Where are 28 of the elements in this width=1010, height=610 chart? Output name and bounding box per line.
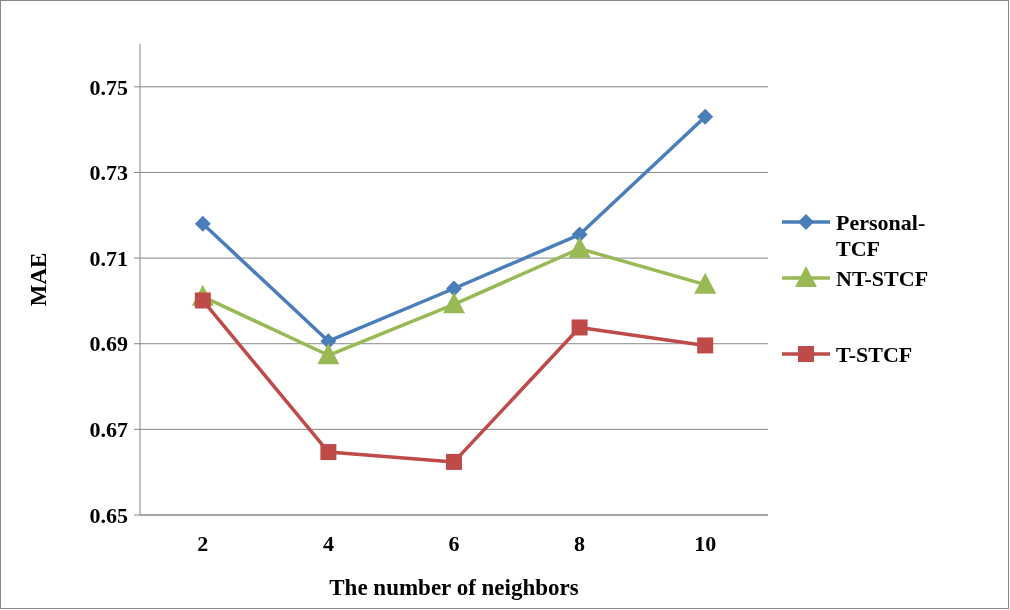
- x-tick-label: 8: [574, 531, 586, 556]
- y-axis-title: MAE: [26, 252, 52, 307]
- point: [697, 108, 714, 125]
- point: [194, 215, 211, 232]
- x-tick-label: 2: [197, 531, 209, 556]
- point: [317, 343, 340, 365]
- y-tick-label: 0.73: [89, 160, 128, 186]
- point: [446, 280, 462, 297]
- legend-label: Personal-TCF: [836, 209, 926, 262]
- x-tick-label: 10: [694, 531, 717, 556]
- legend-label: T-STCF: [836, 341, 913, 367]
- point: [694, 272, 717, 294]
- point: [320, 333, 337, 350]
- x-tick-label: 4: [322, 531, 334, 556]
- point: [571, 319, 588, 336]
- y-tick-label: 0.69: [89, 331, 128, 357]
- point: [697, 337, 714, 354]
- x-axis-title: The number of neighbors: [329, 575, 579, 600]
- point: [446, 453, 462, 470]
- point: [443, 292, 465, 314]
- legend-label: NT-STCF: [836, 265, 929, 291]
- point: [568, 236, 591, 258]
- y-tick-label: 0.67: [89, 417, 128, 443]
- y-tick-label: 0.75: [89, 74, 128, 100]
- y-tick-label: 0.65: [89, 502, 128, 528]
- x-tick-label: 6: [448, 531, 460, 556]
- y-tick-label: 0.71: [89, 245, 128, 271]
- point: [320, 444, 337, 461]
